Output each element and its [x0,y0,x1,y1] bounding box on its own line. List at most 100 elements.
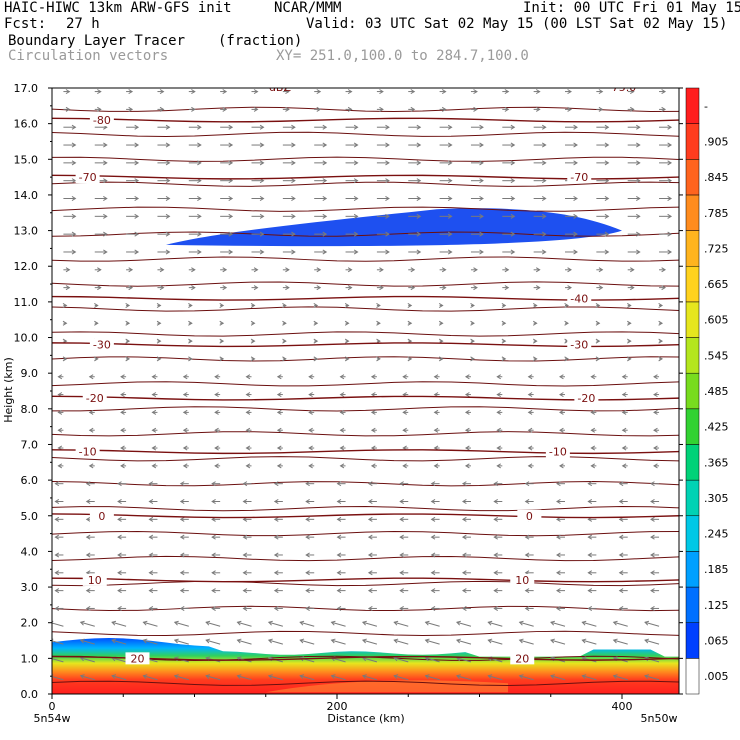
vector-head [148,534,154,540]
vector-head [535,106,541,112]
y-tick-label: 17.0 [14,82,39,95]
vector-head [493,605,498,611]
isentrope-line [52,605,679,612]
vector-head [496,463,501,469]
colorbar-label: .905 [704,135,729,148]
vector-head [65,106,71,112]
vector-head [228,124,234,130]
y-tick-label: 9.0 [21,367,39,380]
vector-head [165,142,171,148]
colorbar-swatch [685,337,700,374]
contour-label: -20 [86,392,104,405]
vector-head [117,516,122,522]
vector-head [211,481,216,487]
vector-head [618,605,624,611]
circulation-vector [613,675,628,681]
vector-head [214,392,219,398]
circulation-vector [550,675,566,681]
vector-head [211,570,216,576]
vector-head [438,320,444,326]
vector-head [285,89,290,95]
vector-head [182,463,188,469]
contour-label: 20 [515,652,529,665]
vector-head [322,124,328,130]
vector-head [88,427,94,433]
vector-head [587,552,593,558]
vector-head [211,605,216,611]
vector-head [344,338,350,344]
vector-head [125,338,131,344]
vector-head [134,142,140,148]
vector-head [148,516,154,522]
vector-head [347,106,353,112]
vector-head [618,552,624,558]
vector-head [402,463,407,469]
vector-head [54,605,60,611]
colorbar-swatch [685,230,700,267]
vector-head [650,605,655,611]
vector-head [598,89,604,95]
vector-head [54,481,60,487]
vector-head [165,178,171,184]
vector-head [308,392,313,398]
vector-head [376,356,381,362]
contour-label-bg [510,652,535,665]
vector-head [273,481,279,487]
vector-head [416,196,422,201]
colorbar-swatch [685,265,700,303]
vector-head [464,392,470,398]
vector-head [650,534,655,540]
vector-head [473,106,478,112]
circulation-vector [582,675,597,681]
vector-head [447,196,453,201]
vector-head [79,620,85,626]
vector-head [590,445,596,451]
vector-head [464,374,470,380]
vector-head [253,106,259,112]
vector-head [410,285,416,291]
model-title: HAIC-HIWC 13km ARW-GFS init [4,0,232,16]
vector-head [322,196,328,201]
vector-head [291,142,296,148]
circulation-vector [331,675,346,681]
vector-head [322,231,328,237]
contour-label-bg [89,338,114,351]
vector-head [339,392,345,398]
vector-head [416,124,422,130]
vector-head [148,481,154,487]
colorbar-label: .785 [704,207,729,220]
vector-head [653,392,658,398]
colorbar-swatch [685,123,700,160]
vector-head [430,605,436,611]
vector-head [71,142,77,148]
vector-head [618,534,624,540]
vector-head [57,427,63,433]
vector-head [367,570,373,576]
circulation-vector [174,639,189,645]
vector-head [222,89,228,95]
vector-head [54,534,60,540]
vector-head [85,516,91,522]
vector-head [410,106,416,112]
vector-head [424,620,430,626]
vector-head [353,178,359,184]
vector-head [103,142,108,148]
circulation-vector [268,639,283,645]
vector-head [441,285,447,291]
vector-head [339,409,345,415]
x-axis-label: Distance (km) [327,712,404,725]
vector-head [393,674,399,680]
vector-head [535,267,541,273]
vector-head [299,674,305,680]
upper-tracer-plume [166,208,622,247]
vector-head [493,534,498,540]
vector-head [151,409,157,415]
vector-head [219,320,225,326]
colorbar-swatch [685,551,700,588]
vector-head [621,427,627,433]
vector-head [353,124,359,130]
circulation-vector [644,639,660,645]
circulation-vector [488,675,503,681]
circulation-vector [394,657,409,663]
vector-head [399,481,404,487]
